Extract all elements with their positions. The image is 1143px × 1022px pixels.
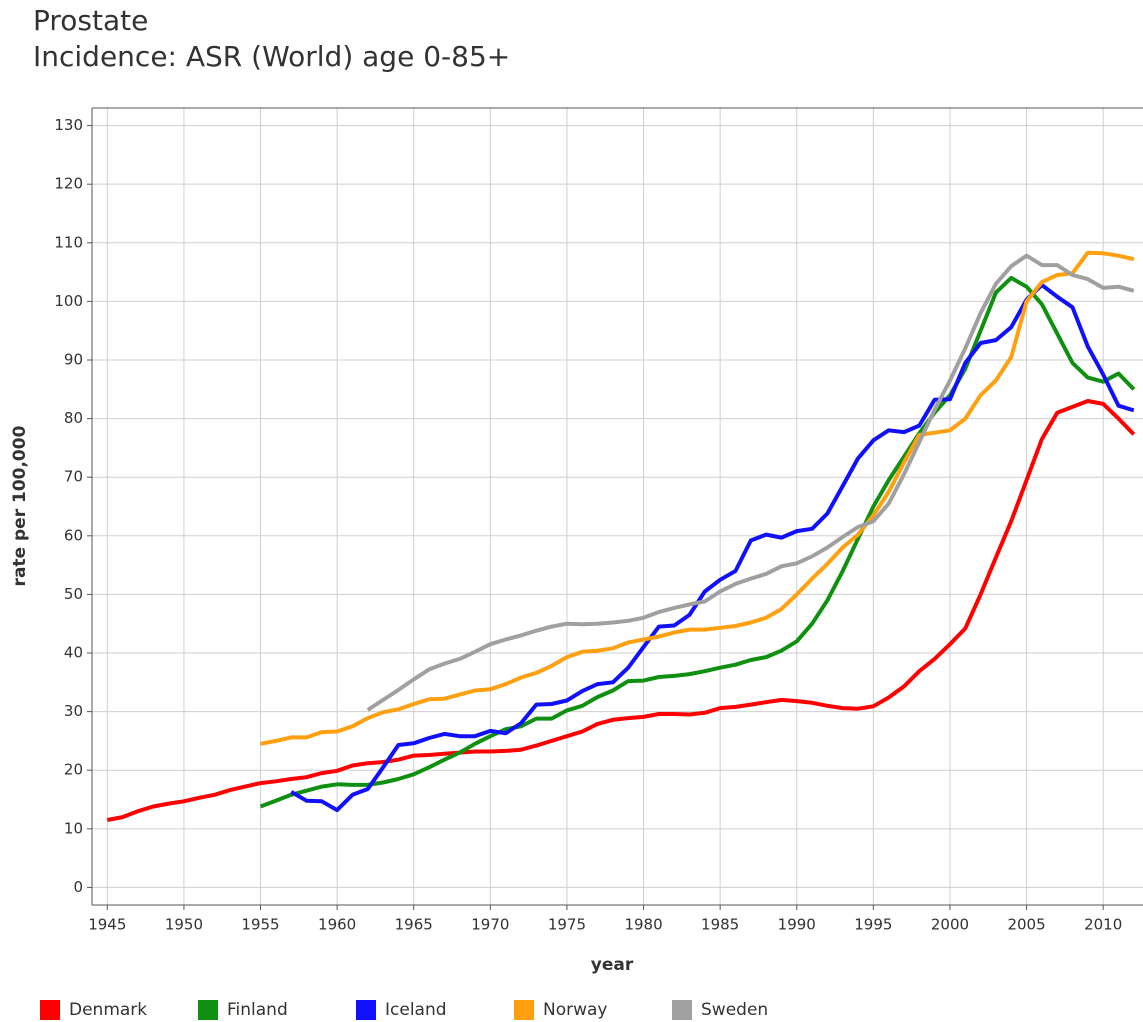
x-tick-label: 1985 xyxy=(701,916,739,934)
x-tick-label: 1960 xyxy=(318,916,356,934)
series-line xyxy=(290,283,1135,813)
x-tick-label: 1995 xyxy=(854,916,892,934)
x-tick-label: 1980 xyxy=(624,916,662,934)
legend-swatch xyxy=(40,1000,60,1020)
x-tick-label: 1990 xyxy=(778,916,816,934)
y-tick-label: 0 xyxy=(73,878,83,896)
x-tick-label: 1975 xyxy=(548,916,586,934)
y-tick-label: 40 xyxy=(64,644,83,662)
y-tick-label: 130 xyxy=(54,116,83,134)
legend-label: Sweden xyxy=(701,1000,768,1020)
legend-label: Norway xyxy=(543,1000,608,1020)
y-tick-label: 10 xyxy=(64,819,83,837)
x-tick-label: 1945 xyxy=(88,916,126,934)
y-tick-label: 60 xyxy=(64,526,83,544)
series-line xyxy=(259,275,1136,809)
x-tick-label: 2000 xyxy=(931,916,969,934)
y-tick-label: 30 xyxy=(64,702,83,720)
legend-swatch xyxy=(198,1000,218,1020)
x-tick-label: 1950 xyxy=(165,916,203,934)
x-axis-label: year xyxy=(591,955,634,975)
y-tick-label: 80 xyxy=(64,409,83,427)
y-tick-label: 120 xyxy=(54,175,83,193)
legend-swatch xyxy=(514,1000,534,1020)
legend-label: Iceland xyxy=(385,1000,447,1020)
y-tick-label: 100 xyxy=(54,292,83,310)
legend-swatch xyxy=(672,1000,692,1020)
legend-swatch xyxy=(356,1000,376,1020)
series-line xyxy=(366,253,1135,712)
y-tick-label: 70 xyxy=(64,468,83,486)
x-tick-label: 1970 xyxy=(471,916,509,934)
series-line xyxy=(106,399,1136,822)
chart-title: Prostate xyxy=(33,4,148,37)
y-tick-label: 50 xyxy=(64,585,83,603)
legend-label: Finland xyxy=(227,1000,288,1020)
x-tick-label: 2005 xyxy=(1007,916,1045,934)
series-line xyxy=(260,250,1135,746)
y-tick-label: 110 xyxy=(54,233,83,251)
x-tick-label: 1955 xyxy=(241,916,279,934)
x-tick-label: 2010 xyxy=(1084,916,1122,934)
y-tick-label: 90 xyxy=(64,350,83,368)
y-axis-label: rate per 100,000 xyxy=(10,425,30,586)
x-tick-label: 1965 xyxy=(395,916,433,934)
chart-subtitle: Incidence: ASR (World) age 0-85+ xyxy=(33,40,510,73)
y-tick-label: 20 xyxy=(64,761,83,779)
legend-label: Denmark xyxy=(69,1000,147,1020)
